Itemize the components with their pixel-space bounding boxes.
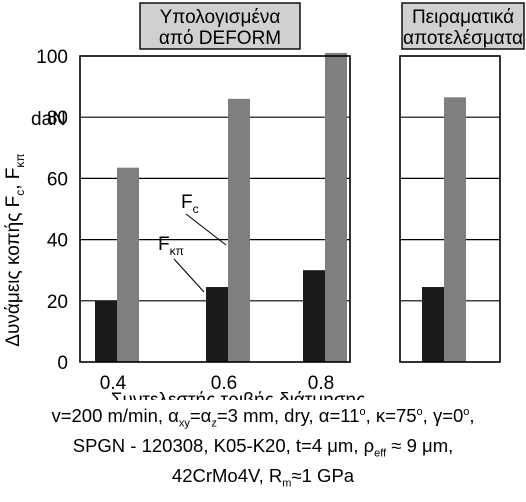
legend-leader-fc: [185, 213, 227, 246]
legend-label-fkp: Fκπ: [158, 234, 184, 258]
caption-line-2: SPGN - 120308, K05-K20, t=4 μm, ρeff ≈ 9…: [72, 435, 454, 460]
x-tick-label-0.4: 0.4: [100, 373, 127, 394]
y-axis-label: Δυνάμεις κοπής Fc, Fκπ: [3, 153, 27, 346]
panel-title-experimental-line-2: αποτελέσματα: [403, 28, 523, 49]
panel-title-experimental-box: [401, 2, 525, 50]
plot-frame-computed: [79, 55, 351, 363]
legend-label-fkp-sub: κπ: [170, 244, 184, 258]
bar-fkp-0.8: [303, 270, 325, 362]
caption-line-3: 42CrMo4V, Rm≈1 GPa: [171, 465, 355, 490]
y-tick-label-100: 100: [36, 47, 68, 68]
legend-label-fc: Fc: [181, 192, 199, 216]
y-tick-label-40: 40: [47, 231, 68, 252]
bar-fc-0.8: [325, 52, 347, 362]
legend-label-fkp-main: F: [158, 234, 170, 255]
y-tick-label-20: 20: [47, 292, 68, 313]
x-tick-label-0.8: 0.8: [308, 373, 334, 394]
bar-fkp-0.4: [95, 300, 117, 362]
legend-leader-fkp: [173, 258, 205, 293]
legend-label-fc-sub: c: [193, 202, 199, 216]
bar-experimental-fkp: [422, 287, 444, 362]
legend-label-fc-main: F: [181, 192, 193, 213]
panel-title-computed-line-1: Υπολογισμένα: [160, 7, 281, 28]
panel-title-experimental-line-1: Πειραματικά: [412, 7, 514, 28]
bar-experimental-fc: [444, 97, 466, 362]
y-axis-label-sub-kp: κπ: [13, 153, 27, 167]
x-axis-label: Συντελεστής τριβής διάτμησης: [111, 390, 366, 400]
plot-frame-experimental: [399, 55, 501, 363]
bar-fkp-0.6: [206, 287, 228, 362]
y-tick-label-80: 80: [47, 108, 68, 129]
bar-fc-0.4: [117, 167, 139, 362]
y-axis-label-main: Δυνάμεις κοπής F: [3, 196, 24, 347]
caption-line-1: v=200 m/min, αxy=αz=3 mm, dry, α=11o, κ=…: [51, 405, 475, 430]
y-tick-label-60: 60: [47, 169, 68, 190]
panel-title-computed-line-2: από DEFORM: [159, 28, 281, 49]
y-tick-label-0: 0: [57, 353, 68, 374]
cutting-force-chart: 0 20 40 60 80 100 0.4 0.6 0.8Συντελεστής τριβής …: [3, 2, 525, 400]
x-tick-label-0.6: 0.6: [211, 373, 237, 394]
panel-title-computed-box: [139, 2, 301, 50]
y-axis-label-sep: , F: [3, 168, 24, 190]
bar-fc-0.6: [228, 98, 250, 362]
y-axis-label-sub-c: c: [13, 190, 27, 196]
y-axis-unit: daN: [31, 109, 66, 130]
